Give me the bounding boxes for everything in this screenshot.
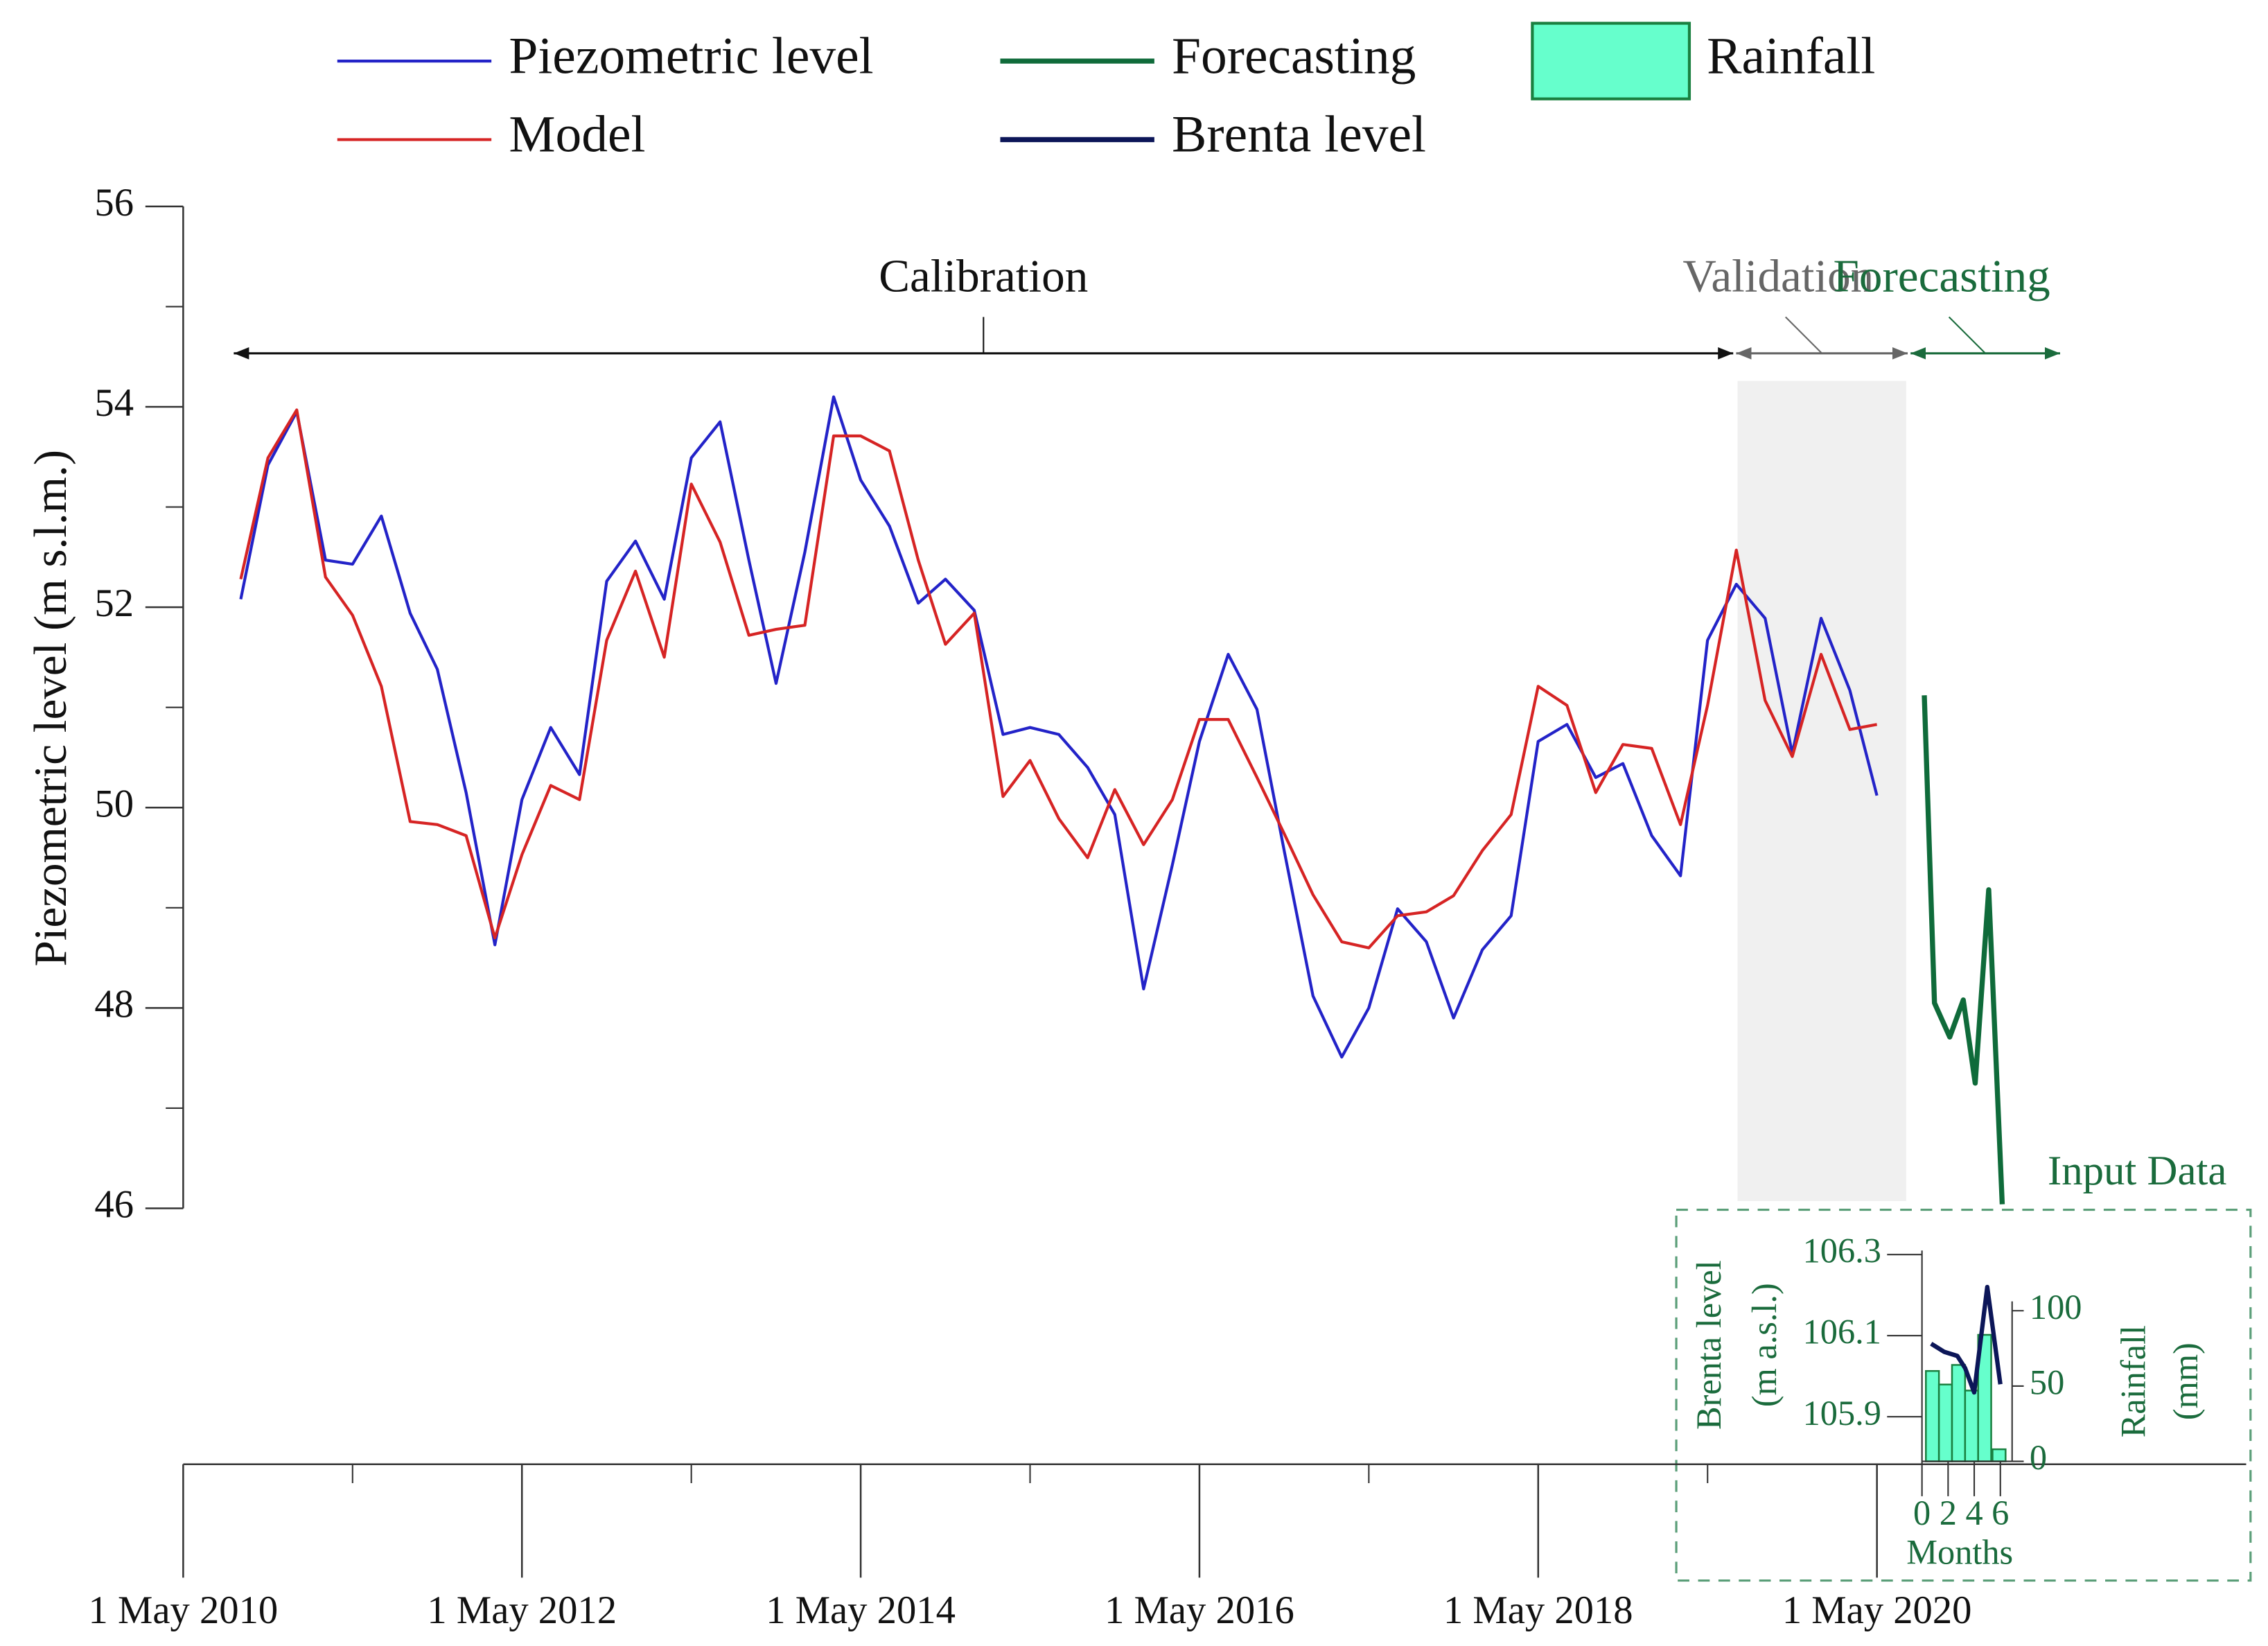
- period-leader: [1948, 316, 1986, 354]
- inset-y-tick-label: 106.3: [1803, 1232, 1881, 1270]
- inset-y-tick-label: 106.1: [1803, 1313, 1881, 1351]
- y-tick-label: 54: [94, 382, 134, 425]
- y-axis-label: Piezometric level (m s.l.m.): [24, 450, 76, 967]
- period-label: Forecasting: [1834, 249, 2050, 301]
- legend-swatch: [1531, 21, 1691, 100]
- series-line: [239, 408, 1877, 949]
- legend-label: Brenta level: [1172, 106, 1426, 164]
- inset-frame: [1675, 1209, 2252, 1582]
- inset-y-label: Brenta level: [1689, 1260, 1728, 1430]
- brenta-line: [1930, 1284, 2003, 1395]
- inset-y2-label: Rainfall: [2114, 1325, 2153, 1437]
- legend-label: Forecasting: [1172, 27, 1416, 85]
- y-tick-label: 46: [94, 1183, 134, 1226]
- legend-label: Piezometric level: [509, 27, 873, 85]
- inset-y2-unit: (mm): [2166, 1342, 2205, 1420]
- rainfall-bar: [1925, 1369, 1940, 1462]
- series-line: [1922, 695, 2005, 1205]
- period-label: Validation: [1682, 249, 1874, 301]
- inset-y2-tick-label: 50: [2030, 1363, 2064, 1401]
- rainfall-bar: [1951, 1364, 1967, 1462]
- inset-x-tick-label: 6: [1992, 1494, 2009, 1532]
- rainfall-bar: [1964, 1390, 1979, 1462]
- inset-x-tick-label: 2: [1940, 1494, 1957, 1532]
- inset-y2-tick-label: 0: [2030, 1438, 2047, 1477]
- y-tick-label: 52: [94, 582, 134, 625]
- x-tick-label: 1 May 2020: [1782, 1589, 1972, 1632]
- period-label: Calibration: [879, 249, 1088, 301]
- inset-x-tick-label: 4: [1965, 1494, 1983, 1532]
- y-tick-label: 50: [94, 782, 134, 825]
- inset-y-unit: (m a.s.l.): [1745, 1283, 1784, 1407]
- inset-x-tick-label: 0: [1913, 1494, 1931, 1532]
- inset-y2-tick-label: 100: [2030, 1288, 2082, 1327]
- inset-x-label: Months: [1906, 1532, 2013, 1571]
- legend-label: Rainfall: [1707, 27, 1875, 85]
- period-leader: [1785, 316, 1822, 354]
- legend-label: Model: [509, 106, 645, 164]
- inset-title: Input Data: [2048, 1148, 2226, 1194]
- y-tick-label: 56: [94, 182, 134, 225]
- x-tick-label: 1 May 2018: [1443, 1589, 1633, 1632]
- x-tick-label: 1 May 2012: [427, 1589, 617, 1632]
- x-tick-label: 1 May 2010: [89, 1589, 279, 1632]
- x-tick-label: 1 May 2016: [1105, 1589, 1294, 1632]
- y-tick-label: 48: [94, 983, 134, 1026]
- series-line: [239, 395, 1879, 1059]
- period-shade: [1737, 380, 1906, 1201]
- x-tick-label: 1 May 2014: [766, 1589, 956, 1632]
- rainfall-bar: [1937, 1383, 1953, 1462]
- inset-y-tick-label: 105.9: [1803, 1394, 1881, 1433]
- rainfall-bar: [1992, 1448, 2007, 1462]
